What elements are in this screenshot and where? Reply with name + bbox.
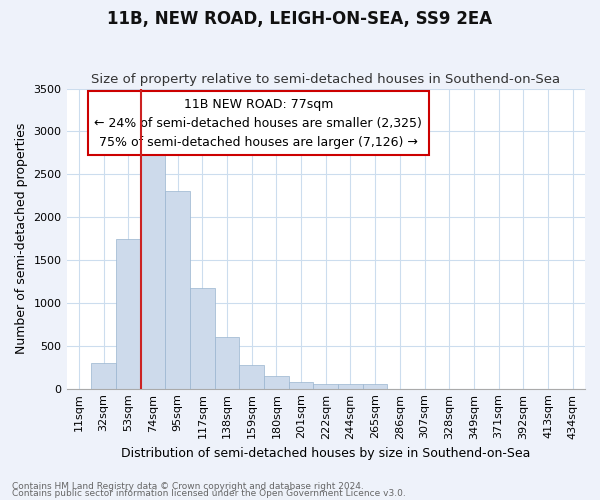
Bar xyxy=(140,140,165,388)
Text: Contains HM Land Registry data © Crown copyright and database right 2024.: Contains HM Land Registry data © Crown c… xyxy=(12,482,364,491)
Bar xyxy=(165,192,190,388)
Y-axis label: Number of semi-detached properties: Number of semi-detached properties xyxy=(15,123,28,354)
Bar xyxy=(338,384,363,388)
Text: 11B, NEW ROAD, LEIGH-ON-SEA, SS9 2EA: 11B, NEW ROAD, LEIGH-ON-SEA, SS9 2EA xyxy=(107,10,493,28)
X-axis label: Distribution of semi-detached houses by size in Southend-on-Sea: Distribution of semi-detached houses by … xyxy=(121,447,530,460)
Text: 11B NEW ROAD: 77sqm
← 24% of semi-detached houses are smaller (2,325)
75% of sem: 11B NEW ROAD: 77sqm ← 24% of semi-detach… xyxy=(94,98,422,148)
Bar xyxy=(313,384,338,388)
Bar xyxy=(116,238,140,388)
Title: Size of property relative to semi-detached houses in Southend-on-Sea: Size of property relative to semi-detach… xyxy=(91,73,560,86)
Bar xyxy=(91,363,116,388)
Bar xyxy=(363,384,388,388)
Bar xyxy=(264,376,289,388)
Bar xyxy=(289,382,313,388)
Text: Contains public sector information licensed under the Open Government Licence v3: Contains public sector information licen… xyxy=(12,489,406,498)
Bar xyxy=(215,337,239,388)
Bar xyxy=(190,288,215,388)
Bar xyxy=(239,365,264,388)
